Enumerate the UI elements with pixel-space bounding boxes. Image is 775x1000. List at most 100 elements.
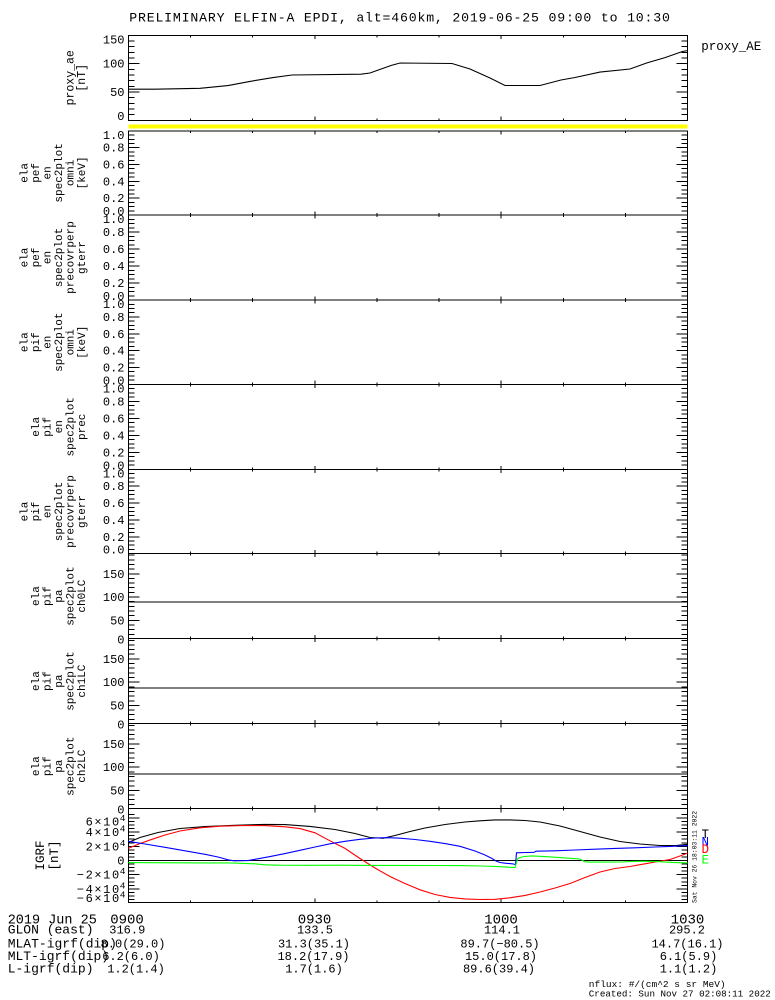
svg-text:150: 150 — [103, 34, 125, 48]
svg-text:gterr: gterr — [77, 495, 89, 528]
svg-text:50: 50 — [110, 699, 124, 713]
svg-text:89.6(39.4): 89.6(39.4) — [463, 962, 535, 976]
svg-text:0.6: 0.6 — [103, 243, 125, 257]
svg-text:50: 50 — [110, 614, 124, 628]
svg-text:0: 0 — [117, 719, 124, 733]
svg-text:4: 4 — [120, 889, 126, 900]
svg-text:ch1LC: ch1LC — [77, 664, 89, 697]
svg-text:150: 150 — [103, 653, 125, 667]
svg-text:18.2(17.9): 18.2(17.9) — [277, 950, 349, 964]
svg-text:100: 100 — [103, 58, 125, 72]
svg-text:15.0(17.8): 15.0(17.8) — [465, 950, 537, 964]
svg-text:1.1(1.2): 1.1(1.2) — [660, 962, 718, 976]
svg-text:ela: ela — [20, 332, 32, 352]
svg-text:0.6: 0.6 — [103, 412, 125, 426]
svg-text:2019 Jun 25: 2019 Jun 25 — [8, 913, 97, 928]
svg-text:ela: ela — [20, 163, 32, 183]
svg-text:0: 0 — [117, 634, 124, 648]
svg-text:pa: pa — [54, 759, 66, 773]
svg-text:1.0: 1.0 — [103, 213, 125, 227]
svg-text:pef: pef — [31, 163, 43, 183]
svg-text:0.8: 0.8 — [103, 480, 125, 494]
svg-text:0: 0 — [117, 855, 124, 869]
svg-text:ela: ela — [31, 586, 43, 606]
svg-text:0.4: 0.4 — [103, 429, 125, 443]
svg-text:0900: 0900 — [110, 912, 144, 928]
svg-text:0.4: 0.4 — [103, 514, 125, 528]
svg-text:0.6: 0.6 — [103, 159, 125, 173]
svg-text:89.7(−80.5): 89.7(−80.5) — [460, 938, 539, 952]
svg-text:1.2(1.4): 1.2(1.4) — [107, 962, 165, 976]
svg-text:[keV]: [keV] — [77, 326, 89, 359]
svg-text:gterr: gterr — [77, 241, 89, 274]
svg-text:0.8: 0.8 — [103, 142, 125, 156]
svg-text:150: 150 — [103, 568, 125, 582]
svg-text:14.7(16.1): 14.7(16.1) — [651, 938, 723, 952]
svg-text:ela: ela — [20, 247, 32, 267]
svg-text:0.0: 0.0 — [103, 290, 125, 304]
svg-text:pif: pif — [31, 332, 43, 352]
svg-text:D: D — [702, 843, 710, 857]
svg-text:prec: prec — [77, 414, 89, 440]
svg-text:0: 0 — [117, 110, 124, 124]
svg-text:pif: pif — [43, 671, 55, 691]
svg-text:0.0: 0.0 — [103, 205, 125, 219]
svg-text:proxy_AE: proxy_AE — [701, 40, 761, 54]
svg-text:spec2plot: spec2plot — [66, 566, 78, 625]
svg-text:GLON (east): GLON (east) — [8, 923, 94, 938]
svg-text:pa: pa — [54, 674, 66, 688]
svg-text:spec2plot: spec2plot — [66, 651, 78, 710]
svg-text:pef: pef — [31, 248, 43, 268]
svg-text:pa: pa — [54, 589, 66, 603]
svg-text:2×10: 2×10 — [86, 840, 121, 854]
svg-text:0.6: 0.6 — [103, 497, 125, 511]
svg-text:1.0: 1.0 — [103, 382, 125, 396]
svg-text:0.2: 0.2 — [103, 446, 125, 460]
svg-text:MLT-igrf(dip): MLT-igrf(dip) — [8, 949, 109, 964]
svg-text:spec2plot: spec2plot — [54, 228, 66, 287]
svg-text:[keV]: [keV] — [77, 156, 89, 189]
svg-text:50: 50 — [110, 784, 124, 798]
svg-text:0.0: 0.0 — [103, 374, 125, 388]
svg-text:316.9: 316.9 — [109, 924, 145, 938]
svg-text:100: 100 — [103, 676, 125, 690]
svg-text:spec2plot: spec2plot — [66, 397, 78, 456]
svg-text:295.2: 295.2 — [669, 924, 705, 938]
svg-text:spec2plot: spec2plot — [54, 143, 66, 202]
svg-text:pif: pif — [31, 502, 43, 522]
svg-text:0.2: 0.2 — [103, 362, 125, 376]
svg-text:ch0LC: ch0LC — [77, 579, 89, 612]
svg-text:0930: 0930 — [298, 912, 332, 928]
svg-text:1030: 1030 — [671, 912, 705, 928]
svg-text:100: 100 — [103, 761, 125, 775]
svg-text:0.4: 0.4 — [103, 260, 125, 274]
svg-text:4: 4 — [120, 880, 126, 891]
svg-text:0.8: 0.8 — [103, 226, 125, 240]
svg-text:1.7(1.6): 1.7(1.6) — [285, 962, 343, 976]
svg-text:[nT]: [nT] — [76, 64, 89, 92]
svg-text:Created: Sun Nov 27 02:08:11 2: Created: Sun Nov 27 02:08:11 2022 — [589, 989, 771, 1000]
svg-text:100: 100 — [103, 591, 125, 605]
svg-text:6×10: 6×10 — [86, 815, 121, 829]
svg-text:nflux: #/(cm^2 s sr MeV): nflux: #/(cm^2 s sr MeV) — [589, 979, 726, 990]
svg-text:114.1: 114.1 — [484, 924, 520, 938]
svg-text:133.5: 133.5 — [297, 924, 333, 938]
svg-text:−6×10: −6×10 — [77, 892, 121, 906]
svg-text:spec2plot: spec2plot — [66, 736, 78, 795]
svg-text:en: en — [43, 251, 55, 264]
svg-text:en: en — [43, 336, 55, 349]
svg-text:0.8: 0.8 — [103, 311, 125, 325]
svg-text:0.4: 0.4 — [103, 175, 125, 189]
svg-text:150: 150 — [103, 738, 125, 752]
svg-text:4: 4 — [120, 838, 126, 849]
svg-text:en: en — [43, 505, 55, 518]
svg-text:en: en — [54, 420, 66, 433]
svg-text:E: E — [702, 854, 710, 868]
svg-text:omni: omni — [66, 159, 78, 186]
svg-text:4: 4 — [120, 824, 126, 835]
svg-text:proxy_ae: proxy_ae — [65, 50, 78, 105]
svg-text:1.0: 1.0 — [103, 467, 125, 481]
svg-text:0: 0 — [117, 804, 124, 818]
svg-text:1.0: 1.0 — [103, 298, 125, 312]
svg-text:ela: ela — [31, 417, 43, 437]
